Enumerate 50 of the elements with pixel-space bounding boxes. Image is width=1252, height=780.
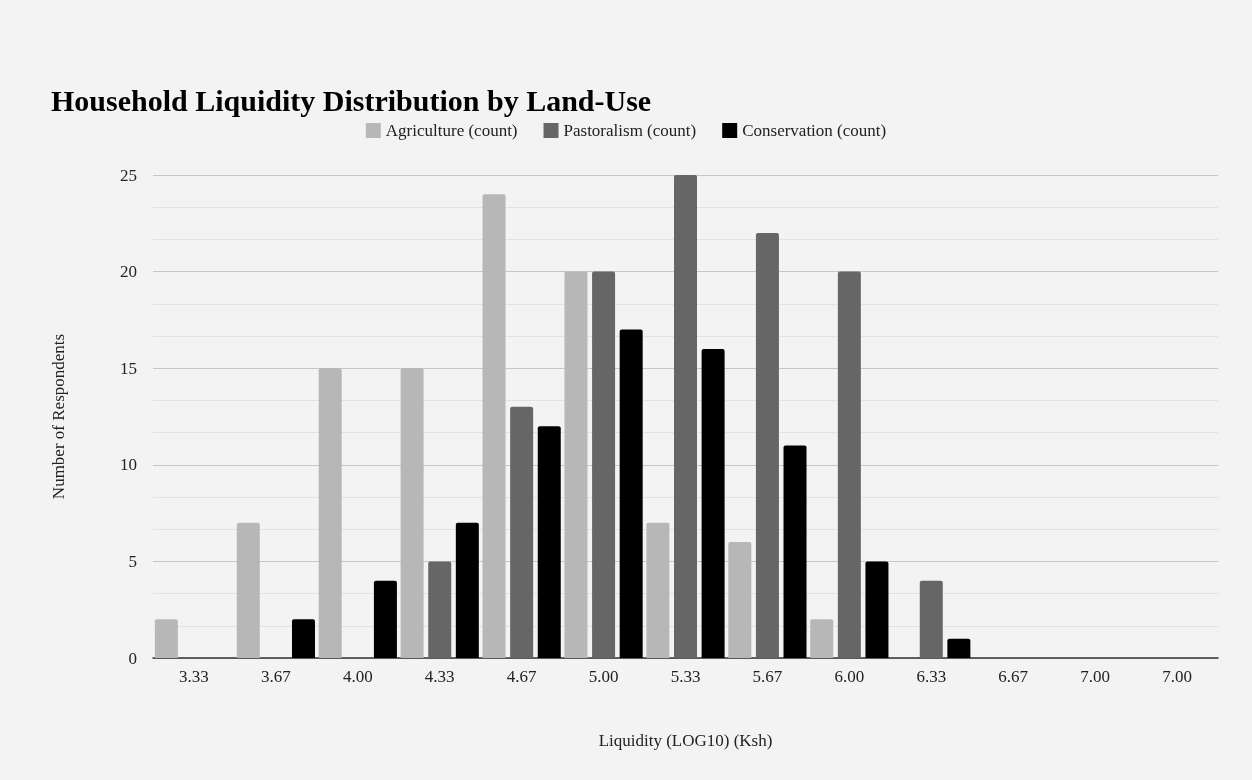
- x-tick-label: 6.67: [998, 667, 1029, 686]
- x-tick-label: 6.00: [834, 667, 865, 686]
- bar: [428, 561, 452, 658]
- bar: [291, 619, 315, 658]
- x-tick-label: 7.00: [1080, 667, 1110, 686]
- bar: [400, 368, 424, 658]
- bar: [482, 194, 506, 658]
- y-tick-label: 25: [120, 165, 137, 185]
- bar: [919, 580, 943, 658]
- bar: [455, 522, 479, 658]
- bar: [619, 329, 643, 658]
- x-tick-label: 5.00: [588, 667, 619, 686]
- x-tick-label: 4.33: [424, 667, 455, 686]
- bar: [701, 348, 725, 658]
- x-tick-label: 5.33: [670, 667, 701, 686]
- bar: [947, 638, 971, 658]
- bar: [373, 580, 397, 658]
- bar: [236, 522, 260, 658]
- legend-label: Pastoralism (count): [563, 121, 697, 140]
- x-tick-label: 4.67: [506, 667, 538, 686]
- x-tick-label: 6.33: [916, 667, 947, 686]
- y-tick-label: 5: [128, 551, 137, 571]
- bar: [537, 426, 561, 658]
- x-axis-title: Liquidity (LOG10) (Ksh): [598, 731, 773, 750]
- x-tick-label: 4.00: [342, 667, 373, 686]
- x-tick-label: 3.67: [261, 667, 292, 686]
- bar: [728, 542, 752, 658]
- y-axis-title: Number of Respondents: [49, 333, 68, 500]
- y-tick-label: 0: [128, 648, 137, 668]
- y-tick-label: 10: [120, 455, 137, 475]
- bar: [674, 175, 697, 658]
- x-tick-label: 7.00: [1162, 667, 1192, 686]
- bar: [646, 522, 670, 658]
- bar: [564, 271, 588, 658]
- x-tick-label: 3.33: [179, 667, 209, 686]
- bar: [783, 445, 807, 658]
- legend-label: Agriculture (count): [385, 121, 518, 140]
- bar: [154, 619, 178, 658]
- chart-title: Household Liquidity Distribution by Land-Use: [51, 83, 652, 117]
- bar: [755, 232, 779, 658]
- bar: [837, 271, 861, 658]
- bar: [510, 406, 534, 658]
- y-tick-label: 15: [120, 358, 137, 378]
- legend-label: Conservation (count): [742, 121, 887, 140]
- y-tick-label: 20: [120, 262, 137, 282]
- x-tick-label: 5.67: [752, 667, 783, 686]
- bar: [592, 271, 616, 658]
- bar: [810, 619, 834, 658]
- bar: [318, 368, 342, 658]
- bar: [865, 561, 889, 658]
